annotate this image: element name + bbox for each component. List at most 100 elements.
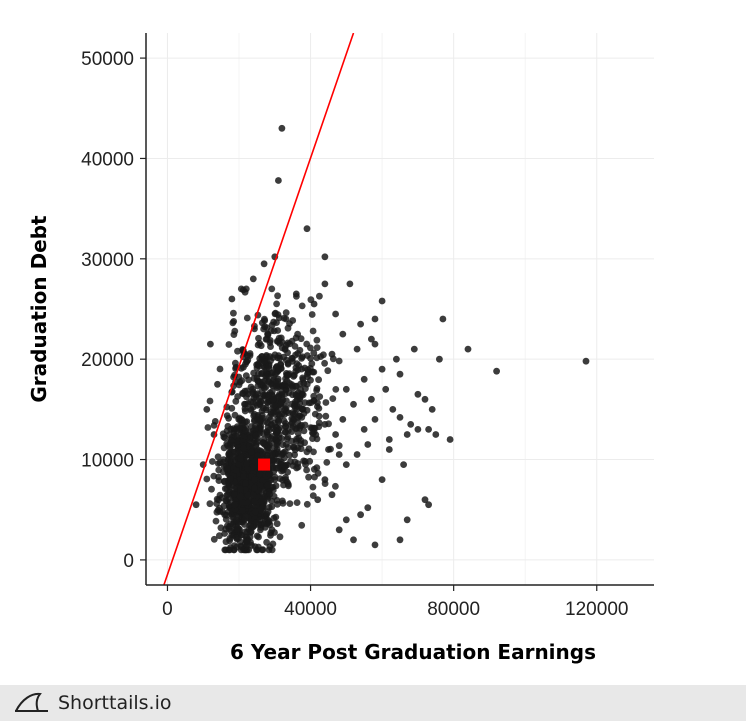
shark-fin-icon [15, 692, 48, 712]
data-point [299, 374, 306, 382]
data-point [272, 382, 280, 390]
data-point [281, 405, 289, 413]
data-point [265, 362, 273, 370]
y-tick-label: 30000 [81, 250, 134, 271]
data-point [389, 406, 397, 413]
data-point [259, 439, 267, 447]
data-point [231, 501, 239, 509]
data-point [264, 330, 272, 338]
data-point [209, 458, 216, 465]
data-point [236, 424, 243, 432]
data-point [286, 500, 294, 507]
data-point [328, 491, 336, 499]
data-point [329, 395, 337, 402]
data-point [223, 464, 231, 472]
data-point [265, 470, 273, 478]
data-point [212, 517, 220, 525]
data-point [215, 477, 223, 484]
data-point [276, 475, 284, 482]
data-point [239, 499, 247, 506]
data-point [274, 375, 282, 383]
data-point [306, 364, 314, 372]
data-point [271, 444, 278, 452]
data-point [248, 448, 255, 456]
data-point [231, 327, 239, 335]
data-point [257, 520, 265, 528]
data-point [263, 510, 271, 518]
data-point [240, 473, 247, 480]
data-point [274, 464, 282, 472]
data-point [222, 538, 230, 546]
data-point [206, 500, 214, 508]
data-point [316, 292, 323, 300]
brand-name[interactable]: Shorttails.io [58, 692, 172, 714]
data-point [313, 344, 321, 351]
data-point [260, 260, 268, 268]
data-point [315, 405, 323, 412]
data-point [271, 351, 279, 359]
data-point [258, 411, 266, 419]
data-point [268, 285, 276, 293]
data-point [414, 390, 422, 398]
data-point [225, 501, 233, 509]
data-point [270, 318, 277, 326]
data-point [282, 423, 290, 430]
data-point [464, 345, 472, 353]
axis-ticks: 0 40000 80000 120000 0 10000 20000 30000 40000 50… [81, 49, 628, 620]
data-point [298, 521, 306, 529]
data-point [307, 344, 314, 352]
data-point [360, 426, 368, 433]
data-point [232, 516, 240, 524]
data-point [262, 404, 270, 412]
data-point [216, 365, 224, 373]
data-point [242, 427, 250, 435]
data-point [269, 540, 277, 548]
data-point [275, 406, 283, 414]
y-tick-label: 10000 [81, 451, 134, 472]
data-point [226, 483, 234, 491]
data-point [235, 381, 243, 389]
data-point [309, 327, 317, 335]
data-point [332, 482, 339, 490]
data-point [272, 513, 280, 521]
data-point [204, 424, 212, 431]
data-point [241, 418, 249, 426]
y-tick-label: 50000 [81, 49, 134, 70]
data-point [252, 440, 260, 448]
data-point [303, 225, 311, 233]
data-point [278, 124, 286, 132]
data-point [364, 441, 372, 448]
data-point [206, 397, 214, 405]
data-point [428, 406, 436, 413]
data-point [582, 357, 590, 365]
data-point [257, 447, 264, 455]
data-point [227, 527, 235, 535]
data-point [255, 417, 263, 424]
data-point [350, 400, 357, 408]
data-point [291, 343, 299, 350]
data-point [311, 424, 319, 432]
data-point [216, 508, 224, 515]
data-point [230, 309, 237, 317]
data-point [264, 481, 272, 489]
data-point [275, 177, 282, 184]
data-point [240, 444, 247, 452]
data-point [265, 519, 272, 526]
data-point [313, 336, 321, 344]
data-point [288, 354, 296, 362]
data-point [277, 401, 284, 408]
reference-line-group [163, 33, 355, 585]
data-point [298, 302, 306, 310]
x-axis-title: 6 Year Post Graduation Earnings [230, 640, 596, 664]
data-point [231, 491, 239, 498]
data-point [251, 498, 258, 505]
data-point [214, 380, 221, 388]
data-point [254, 341, 262, 349]
data-point [339, 416, 347, 423]
data-point [214, 453, 222, 461]
data-point [439, 315, 447, 323]
data-point [335, 357, 343, 365]
data-point [309, 435, 316, 442]
data-point [308, 311, 316, 318]
data-point [299, 405, 306, 413]
